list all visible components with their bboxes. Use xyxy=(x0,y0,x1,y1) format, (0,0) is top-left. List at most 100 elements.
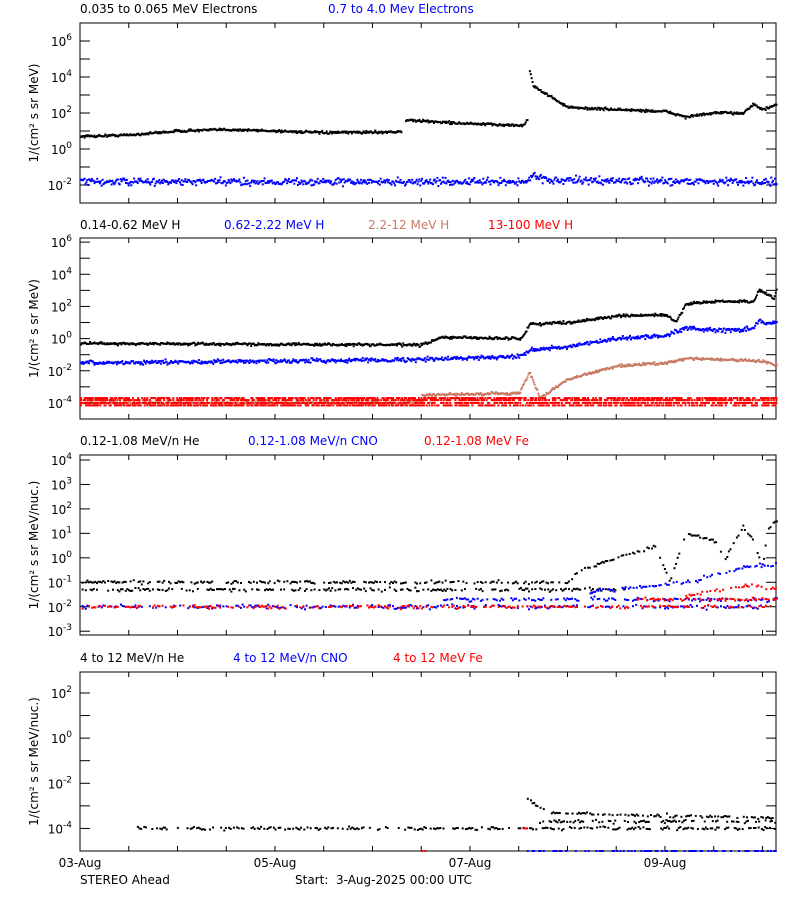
data-point xyxy=(179,131,182,133)
data-point xyxy=(129,399,132,402)
data-point xyxy=(423,357,426,360)
data-point xyxy=(500,182,503,184)
data-point xyxy=(602,401,605,404)
data-point xyxy=(96,404,99,407)
data-point xyxy=(506,399,509,402)
data-point xyxy=(475,355,478,358)
data-point xyxy=(671,399,674,402)
data-point xyxy=(594,369,597,372)
data-point xyxy=(517,354,520,357)
data-point xyxy=(406,401,409,404)
data-point xyxy=(482,177,485,180)
data-point xyxy=(195,404,198,407)
data-point xyxy=(586,373,589,375)
data-point xyxy=(116,360,119,363)
data-point xyxy=(170,360,172,362)
data-point xyxy=(773,322,775,325)
data-point xyxy=(749,401,752,404)
data-point xyxy=(411,344,414,347)
data-point xyxy=(255,401,258,404)
data-point xyxy=(125,399,128,402)
data-point xyxy=(703,180,706,183)
data-point xyxy=(489,183,492,186)
data-point xyxy=(628,401,631,404)
data-point xyxy=(151,180,154,183)
data-point xyxy=(107,135,109,138)
data-point xyxy=(433,399,436,402)
data-point xyxy=(402,181,405,184)
data-point xyxy=(234,404,237,407)
data-point xyxy=(443,120,446,123)
data-point xyxy=(381,132,384,135)
data-point xyxy=(299,404,302,407)
data-point xyxy=(606,178,609,181)
data-point xyxy=(322,360,325,363)
data-point xyxy=(258,361,261,364)
data-point xyxy=(319,344,322,347)
data-point xyxy=(557,401,560,404)
data-point xyxy=(571,322,574,325)
data-point xyxy=(642,363,645,366)
data-point xyxy=(644,111,647,114)
data-point xyxy=(488,355,491,358)
data-point xyxy=(601,341,604,343)
data-point xyxy=(608,181,611,184)
data-point xyxy=(524,180,527,183)
data-point xyxy=(115,361,118,364)
data-point xyxy=(216,399,219,402)
data-point xyxy=(219,404,222,407)
data-point xyxy=(412,182,415,185)
data-point xyxy=(604,106,607,109)
data-point xyxy=(643,334,646,337)
data-point xyxy=(238,360,241,363)
data-point xyxy=(577,178,580,181)
data-point xyxy=(557,322,560,325)
data-point xyxy=(383,179,386,182)
data-point xyxy=(479,356,482,359)
data-point xyxy=(620,181,622,184)
data-point xyxy=(224,404,227,407)
data-point xyxy=(555,346,558,349)
data-point xyxy=(410,181,413,184)
data-point xyxy=(458,401,461,404)
data-point xyxy=(563,103,566,105)
data-point xyxy=(290,399,293,402)
data-point xyxy=(295,179,298,182)
data-point xyxy=(292,358,295,361)
data-point xyxy=(571,378,574,381)
data-point xyxy=(770,401,773,404)
data-point xyxy=(539,89,542,91)
data-point xyxy=(568,401,571,404)
data-point xyxy=(534,348,537,350)
data-point xyxy=(189,361,192,364)
data-point xyxy=(128,182,131,185)
data-point xyxy=(730,399,732,402)
data-point xyxy=(544,399,547,402)
data-point xyxy=(99,404,102,407)
data-point xyxy=(512,181,515,183)
data-point xyxy=(296,361,299,364)
data-point xyxy=(739,181,742,184)
data-point xyxy=(406,404,409,407)
data-point xyxy=(296,132,298,135)
data-point xyxy=(565,346,568,349)
data-point xyxy=(104,401,107,404)
data-point xyxy=(505,399,508,402)
data-point xyxy=(576,180,579,182)
data-point xyxy=(226,181,229,184)
data-point xyxy=(312,404,315,407)
data-point xyxy=(592,180,595,183)
data-point xyxy=(326,179,329,182)
data-point xyxy=(340,404,342,407)
data-point xyxy=(90,404,93,407)
data-point xyxy=(479,404,482,407)
data-point xyxy=(426,343,429,345)
data-point xyxy=(405,360,408,363)
data-point xyxy=(717,401,719,404)
data-point xyxy=(680,399,683,402)
data-point xyxy=(643,362,646,365)
data-point xyxy=(762,359,765,362)
data-point xyxy=(450,183,453,186)
data-point xyxy=(593,178,595,180)
data-point xyxy=(238,178,241,181)
